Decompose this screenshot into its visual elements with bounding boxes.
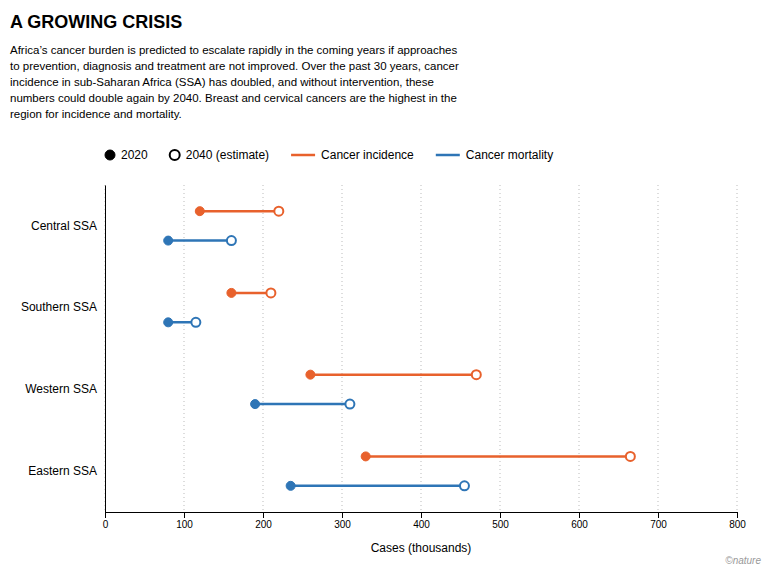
grid-line [184, 185, 185, 512]
annotation: ©nature [725, 555, 761, 566]
x-tick-mark [421, 512, 422, 518]
y-axis: Central SSA Southern SSA Western SSA Easter… [21, 186, 106, 513]
title: A GROWING CRISIS [10, 12, 182, 32]
series [195, 207, 635, 461]
x-tick: 800 [729, 512, 746, 530]
x-tick-label: 0 [103, 519, 109, 530]
x-tick: 600 [571, 512, 588, 530]
x-tick-mark [579, 512, 580, 518]
dumbbell-line [291, 485, 465, 488]
start-point [286, 481, 295, 490]
legend: 2020 2040 (estimate) Cancer incidence Cance… [105, 148, 553, 162]
x-tick: 300 [334, 512, 351, 530]
x-tick: 400 [413, 512, 430, 530]
legend-item: Cancer mortality [436, 148, 553, 162]
end-point [191, 318, 200, 327]
start-point [164, 318, 173, 327]
x-tick-label: 600 [571, 519, 588, 530]
x-tick-mark [342, 512, 343, 518]
y-axis-line [105, 186, 106, 513]
grid-line [421, 185, 422, 512]
subtitle-line: incidence in sub-Saharan Africa (SSA) ha… [10, 76, 434, 88]
legend-marker [170, 150, 180, 160]
legend-label: 2020 [121, 148, 148, 162]
dumbbell-line [255, 403, 350, 406]
x-tick-label: 100 [176, 519, 193, 530]
subtitle-line: Africa’s cancer burden is predicted to e… [10, 44, 457, 56]
x-tick: 100 [176, 512, 193, 530]
chart: A GROWING CRISIS Africa’s cancer burden i… [0, 0, 767, 570]
end-point [472, 370, 481, 379]
plot-area: 0 100 200 300 400 500 600 700 800 Central SSA Sout… [21, 185, 746, 530]
start-point [227, 288, 236, 297]
legend-item: Cancer incidence [291, 148, 414, 162]
start-point [195, 207, 204, 216]
x-tick-label: 400 [413, 519, 430, 530]
end-point [626, 452, 635, 461]
dumbbell-line [231, 292, 271, 295]
legend-item: 2020 [105, 148, 148, 162]
y-tick: Western SSA [25, 382, 97, 396]
grid-line [500, 185, 501, 512]
grid-line [263, 185, 264, 512]
x-tick: 200 [255, 512, 272, 530]
grid [105, 185, 737, 512]
end-point [274, 207, 283, 216]
end-point [227, 236, 236, 245]
grid-line [658, 185, 659, 512]
dumbbell-line [366, 455, 631, 458]
y-tick-label: Central SSA [31, 219, 97, 233]
x-axis: 0 100 200 300 400 500 600 700 800 [103, 512, 747, 530]
x-tick-mark [105, 512, 106, 518]
end-point [266, 288, 275, 297]
dumbbell-line [168, 239, 231, 242]
x-tick-mark [658, 512, 659, 518]
dumbbell-line [310, 373, 476, 376]
x-tick-mark [737, 512, 738, 518]
x-tick-label: 800 [729, 519, 746, 530]
subtitle-line: region for incidence and mortality. [10, 108, 182, 120]
y-tick-label: Western SSA [25, 382, 97, 396]
y-tick-label: Southern SSA [21, 300, 97, 314]
series [164, 236, 469, 490]
subtitle-line: numbers could double again by 2040. Brea… [10, 92, 457, 104]
x-tick-mark [263, 512, 264, 518]
x-axis-title: Cases (thousands) [371, 541, 472, 555]
end-point [345, 400, 354, 409]
legend-item: 2040 (estimate) [170, 148, 269, 162]
grid-line [105, 185, 106, 512]
start-point [306, 370, 315, 379]
x-tick: 700 [650, 512, 667, 530]
x-tick: 500 [492, 512, 509, 530]
x-tick-label: 300 [334, 519, 351, 530]
legend-label: Cancer mortality [466, 148, 553, 162]
x-tick-label: 500 [492, 519, 509, 530]
x-tick-label: 700 [650, 519, 667, 530]
x-tick-mark [500, 512, 501, 518]
start-point [361, 452, 370, 461]
legend-swatch [436, 154, 460, 157]
y-tick: Central SSA [31, 219, 97, 233]
grid-line [737, 185, 738, 512]
start-point [164, 236, 173, 245]
subtitle-line: to prevention, diagnosis and treatment a… [10, 60, 459, 72]
end-point [460, 481, 469, 490]
start-point [251, 400, 260, 409]
marks [164, 207, 635, 491]
grid-line [342, 185, 343, 512]
legend-swatch [291, 154, 315, 157]
y-tick-label: Eastern SSA [28, 464, 97, 478]
y-tick: Eastern SSA [28, 464, 97, 478]
legend-marker [105, 150, 115, 160]
legend-label: 2040 (estimate) [186, 148, 269, 162]
x-tick-label: 200 [255, 519, 272, 530]
x-tick: 0 [103, 512, 109, 530]
x-tick-mark [184, 512, 185, 518]
x-axis-line [106, 513, 738, 519]
grid-line [579, 185, 580, 512]
subtitle: Africa’s cancer burden is predicted to e… [10, 44, 459, 120]
legend-label: Cancer incidence [321, 148, 414, 162]
dumbbell-line [200, 210, 279, 213]
y-tick: Southern SSA [21, 300, 97, 314]
